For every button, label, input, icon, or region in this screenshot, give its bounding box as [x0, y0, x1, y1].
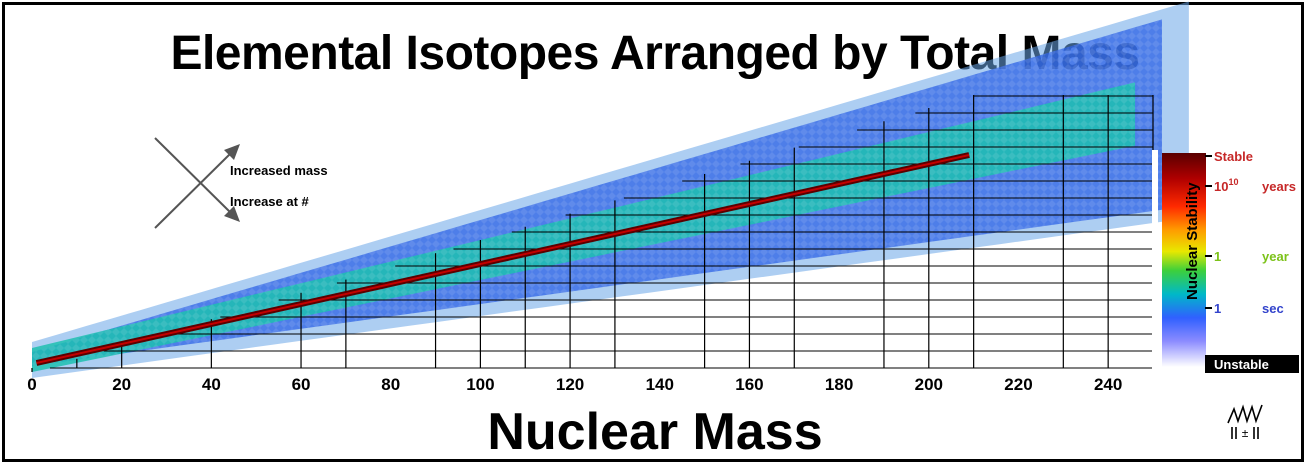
annotation-increase-at-number: Increase at # [230, 194, 310, 209]
unstable-label-bg [1205, 355, 1299, 373]
colorbar-gradient [1162, 153, 1206, 367]
svg-text:±: ± [1242, 426, 1249, 440]
stair-grid [31, 95, 1158, 372]
x-tick-label: 20 [112, 375, 131, 394]
x-axis-label: Nuclear Mass [487, 403, 823, 461]
x-tick-label: 60 [292, 375, 311, 394]
colorbar-label: 1 [1214, 249, 1221, 264]
annotation-increased-mass: Increased mass [230, 163, 328, 178]
x-tick-label: 0 [27, 375, 36, 394]
chart-frame [2, 2, 1304, 462]
direction-arrows: Increased mass Increase at # [154, 137, 328, 229]
x-tick-label: 120 [556, 375, 584, 394]
logo-icon: ± [1227, 404, 1263, 440]
x-tick-label: 80 [381, 375, 400, 394]
x-tick-label: 140 [646, 375, 674, 394]
x-tick-label: 40 [202, 375, 221, 394]
colorbar-label: 1 [1214, 301, 1221, 316]
colorbar-unit: year [1262, 249, 1289, 264]
isotope-band [32, 1, 1189, 378]
stability-line [35, 152, 970, 366]
x-tick-label: 240 [1094, 375, 1122, 394]
colorbar-title: Nuclear Stability [1184, 182, 1201, 300]
colorbar: Nuclear Stability Stable 1010 years 1 year 1 s… [1162, 149, 1299, 373]
x-tick-label: 100 [466, 375, 494, 394]
colorbar-label: Unstable [1214, 357, 1269, 372]
colorbar-label: 1010 [1214, 177, 1238, 194]
x-tick-label: 220 [1004, 375, 1032, 394]
x-tick-label: 200 [915, 375, 943, 394]
x-ticks: 0 20 40 60 80 100 120 140 160 180 200 220 240 [27, 375, 1122, 394]
colorbar-label: Stable [1214, 149, 1253, 164]
colorbar-unit: sec [1262, 301, 1284, 316]
colorbar-unit: years [1262, 179, 1296, 194]
x-tick-label: 180 [825, 375, 853, 394]
x-tick-label: 160 [735, 375, 763, 394]
